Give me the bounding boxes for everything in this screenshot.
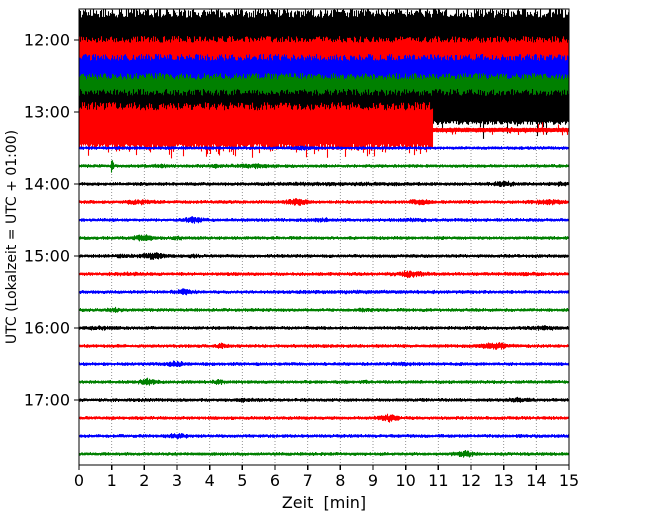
x-tick-label: 11 xyxy=(428,471,448,490)
y-tick-label: 17:00 xyxy=(24,391,70,410)
x-tick-label: 4 xyxy=(205,471,215,490)
x-tick-label: 6 xyxy=(270,471,280,490)
x-tick-label: 15 xyxy=(559,471,579,490)
x-tick-label: 10 xyxy=(395,471,415,490)
y-tick-label: 14:00 xyxy=(24,175,70,194)
x-tick-label: 9 xyxy=(368,471,378,490)
plot-border xyxy=(78,8,570,466)
y-tick-label: 15:00 xyxy=(24,247,70,266)
y-tick-label: 12:00 xyxy=(24,31,70,50)
y-axis-title: UTC (Lokalzeit = UTC + 01:00) xyxy=(4,130,20,344)
x-tick-label: 7 xyxy=(303,471,313,490)
x-tick-label: 1 xyxy=(107,471,117,490)
x-axis-title: Zeit [min] xyxy=(282,493,366,512)
x-tick-label: 3 xyxy=(172,471,182,490)
x-tick-label: 8 xyxy=(335,471,345,490)
x-tick-label: 0 xyxy=(74,471,84,490)
x-tick-label: 2 xyxy=(139,471,149,490)
x-tick-label: 13 xyxy=(493,471,513,490)
x-tick-label: 5 xyxy=(237,471,247,490)
y-tick-label: 16:00 xyxy=(24,319,70,338)
y-tick-label: 13:00 xyxy=(24,103,70,122)
axes-layer xyxy=(74,8,570,470)
x-tick-label: 14 xyxy=(526,471,546,490)
tick-label-layer: 0 1 2 3 4 5 6 7 8 9 10 11 12 13 14 1512:0013:0014:0015:… xyxy=(24,31,579,491)
x-tick-label: 12 xyxy=(461,471,481,490)
